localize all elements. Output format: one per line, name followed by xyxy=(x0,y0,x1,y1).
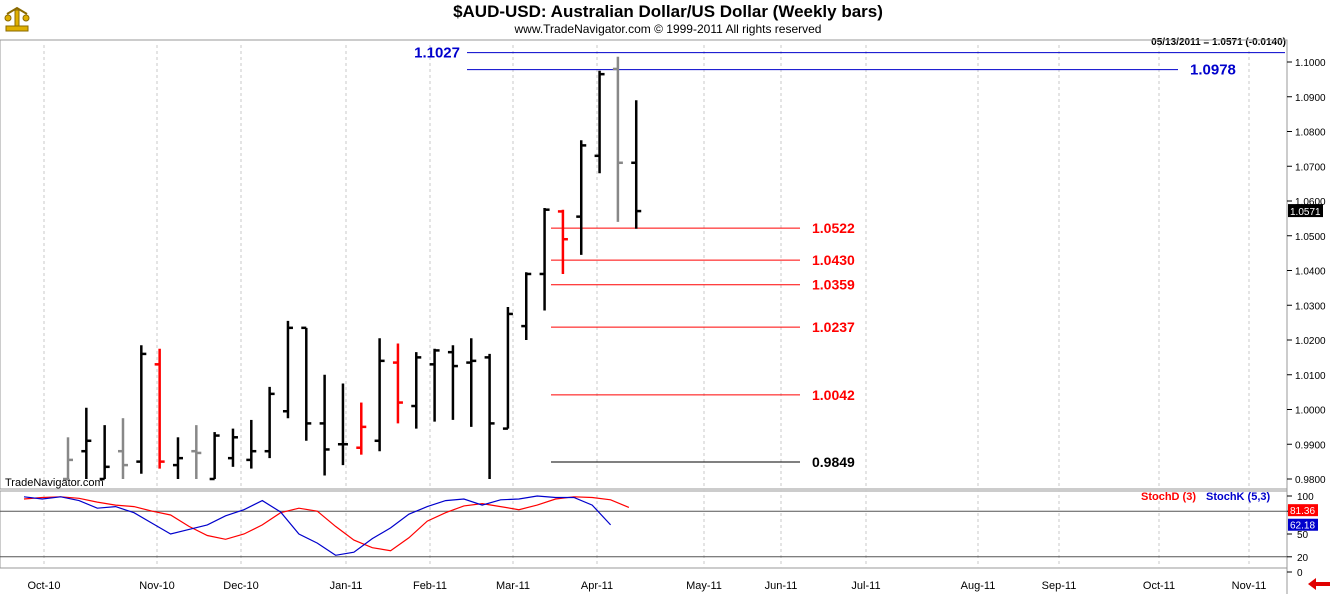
x-tick-label: Nov-11 xyxy=(1232,580,1267,592)
stoch-y-tick-label: 0 xyxy=(1297,568,1303,579)
x-tick-label: May-11 xyxy=(686,580,722,592)
stoch-y-tick-label: 100 xyxy=(1297,492,1314,503)
x-tick-label: Nov-10 xyxy=(139,580,174,592)
stoch-y-tick-label: 50 xyxy=(1297,530,1309,541)
level-label: 1.0042 xyxy=(812,387,855,403)
last-price-box xyxy=(1288,204,1323,218)
x-tick-label: Feb-11 xyxy=(413,580,447,592)
x-tick-label: Oct-11 xyxy=(1143,580,1175,592)
y-tick-label: 1.0600 xyxy=(1295,197,1326,208)
y-tick-label: 0.9900 xyxy=(1295,440,1326,451)
stoch-k-last-box xyxy=(1288,518,1318,531)
level-label: 1.0237 xyxy=(812,319,855,335)
last-price-label: 1.0571 xyxy=(1290,207,1321,218)
level-label: 1.0359 xyxy=(812,277,855,293)
level-label: 1.0430 xyxy=(812,252,855,268)
stoch-d-last-label: 81.36 xyxy=(1290,506,1315,517)
price-panel-frame xyxy=(0,39,1288,490)
stoch-y-tick-label: 20 xyxy=(1297,553,1309,564)
x-tick-label: Dec-10 xyxy=(223,580,258,592)
y-tick-label: 1.0900 xyxy=(1295,93,1326,104)
x-tick-label: Jul-11 xyxy=(851,580,880,592)
x-tick-label: Mar-11 xyxy=(496,580,530,592)
y-tick-label: 1.1000 xyxy=(1295,58,1326,69)
stoch-k-last-label: 62.18 xyxy=(1290,521,1315,532)
scroll-left-arrow-icon xyxy=(1308,578,1330,590)
level-label: 1.1027 xyxy=(414,45,460,62)
stoch-k-legend: StochK (5,3) xyxy=(1206,491,1271,503)
last-bar-readout: 05/13/2011 = 1.0571 (-0.0140) xyxy=(1151,37,1286,48)
y-tick-label: 1.0300 xyxy=(1295,301,1326,312)
y-tick-label: 1.0400 xyxy=(1295,267,1326,278)
x-tick-label: Aug-11 xyxy=(961,580,996,592)
x-tick-label: Sep-11 xyxy=(1042,580,1077,592)
brand-label: TradeNavigator.com xyxy=(5,477,104,489)
level-label: 1.0522 xyxy=(812,220,855,236)
stoch-d-legend: StochD (3) xyxy=(1141,491,1196,503)
stoch-d-line xyxy=(23,496,630,552)
x-tick-label: Oct-10 xyxy=(27,580,60,592)
level-label: 0.9849 xyxy=(812,454,855,470)
level-label: 1.0978 xyxy=(1190,62,1236,79)
y-tick-label: 1.0800 xyxy=(1295,128,1326,139)
stoch-k-line xyxy=(23,495,612,556)
stoch-d-last-box xyxy=(1288,504,1318,517)
y-tick-label: 1.0100 xyxy=(1295,371,1326,382)
x-tick-label: Jan-11 xyxy=(330,580,363,592)
y-tick-label: 0.9800 xyxy=(1295,475,1326,486)
chart-title: $AUD-USD: Australian Dollar/US Dollar (W… xyxy=(453,2,883,21)
y-tick-label: 1.0700 xyxy=(1295,162,1326,173)
y-tick-label: 1.0500 xyxy=(1295,232,1326,243)
x-tick-label: Jun-11 xyxy=(765,580,798,592)
x-tick-label: Apr-11 xyxy=(581,580,613,592)
y-tick-label: 1.0000 xyxy=(1295,406,1326,417)
trade-navigator-logo-icon xyxy=(4,6,30,32)
y-tick-label: 1.0200 xyxy=(1295,336,1326,347)
copyright-notice: www.TradeNavigator.com © 1999-2011 All r… xyxy=(514,22,822,36)
